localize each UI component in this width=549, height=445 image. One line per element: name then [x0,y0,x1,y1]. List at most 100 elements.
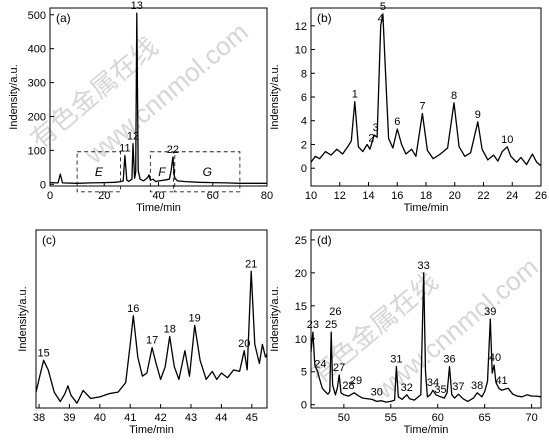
x-tick-label-b: 20 [449,190,461,202]
y-tick-label-a: 500 [28,10,46,22]
peak-label-16: 16 [127,303,139,315]
y-tick-label-a: 0 [40,179,46,191]
panel-d: 50 55 60 65 70 0 5 10 15 20 25 Time/min Indensity/a.… [269,229,542,436]
peak-label-38: 38 [471,380,483,392]
y-tick-label-d: 25 [295,235,307,247]
y-tick-label-d: 15 [295,301,307,313]
y-tick-label-a: 300 [28,78,46,90]
chromatogram-trace-c [35,270,268,404]
peak-label-5: 5 [380,1,386,13]
panel-label-b: (b) [317,11,332,25]
y-tick-label-d: 20 [295,268,307,280]
plot-frame-d [310,229,542,409]
chromatogram-trace-b [310,13,542,167]
watermark-layer: 有色金属在线 www.cnnmol.com 有色金属在线 www.cnnmol.… [25,17,544,406]
peak-label-40: 40 [489,352,501,364]
x-tick-label-a: 80 [261,190,273,202]
peak-label-41: 41 [495,375,507,387]
x-axis-label-d: Time/min [404,424,449,436]
peak-label-21: 21 [245,258,257,270]
x-tick-label-c: 44 [215,412,227,424]
peak-label-18: 18 [164,323,176,335]
y-tick-label-d: 0 [301,400,307,412]
plot-frame-c [35,229,268,409]
y-axis-label-b: Indensity/a.u. [269,64,281,129]
region-label-e: E [95,165,104,179]
peak-label-1: 1 [352,89,358,101]
peak-label-17: 17 [146,335,158,347]
peak-label-6: 6 [394,116,400,128]
y-tick-label-b: 8 [301,68,307,80]
x-tick-label-b: 24 [506,190,518,202]
panel-c: 38 39 40 41 42 43 44 45 Time/min Indensity/a.u. (c… [17,229,268,436]
y-axis-label-a: Indensity/a.u. [8,64,20,129]
x-tick-label-c: 40 [94,412,106,424]
peak-label-35: 35 [434,384,446,396]
y-tick-label-d: 10 [295,334,307,346]
y-axis-label-c: Indensity/a.u. [17,286,29,351]
x-axis-label-b: Time/min [404,202,449,214]
y-tick-label-b: 10 [295,45,307,57]
region-label-f: F [158,165,166,179]
x-tick-label-b: 26 [535,190,547,202]
peak-label-20: 20 [238,338,250,350]
peak-label-31: 31 [390,353,402,365]
x-tick-label-b: 10 [305,190,317,202]
x-tick-label-a: 40 [152,190,164,202]
y-tick-label-b: 2 [301,139,307,151]
x-tick-label-c: 38 [33,412,45,424]
panel-a: 0 20 40 60 80 0 100 200 300 400 500 Time/min Indensi… [8,0,273,214]
y-tick-label-a: 400 [28,44,46,56]
peak-label-19: 19 [189,312,201,324]
y-tick-label-b: 4 [301,116,307,128]
x-tick-label-d: 60 [432,412,444,424]
x-tick-label-b: 16 [391,190,403,202]
peak-label-23: 23 [307,319,319,331]
peak-label-29: 29 [350,375,362,387]
x-axis-label-a: Time/min [136,202,181,214]
peak-label-36: 36 [443,353,455,365]
peak-label-4: 4 [378,13,384,25]
x-tick-label-a: 20 [98,190,110,202]
peak-label-39: 39 [484,306,496,318]
peak-label-8: 8 [451,90,457,102]
y-tick-label-d: 5 [301,367,307,379]
y-tick-label-a: 100 [28,145,46,157]
peak-label-26: 26 [329,306,341,318]
x-axis-label-c: Time/min [129,424,174,436]
peak-label-33: 33 [418,260,430,272]
x-tick-label-b: 12 [334,190,346,202]
x-tick-label-a: 0 [47,190,53,202]
panel-label-a: (a) [56,11,71,25]
peak-label-3: 3 [373,122,379,134]
x-tick-label-d: 55 [385,412,397,424]
peak-label-25: 25 [325,319,337,331]
peak-label-32: 32 [401,382,413,394]
peak-label-15: 15 [37,347,49,359]
x-tick-label-d: 50 [338,412,350,424]
peak-label-2: 2 [368,133,374,145]
chromatogram-trace-a [49,12,267,184]
peak-label-24: 24 [314,359,326,371]
y-axis-label-d: Indensity/a.u. [269,286,281,351]
peak-label-30: 30 [371,386,383,398]
x-tick-label-c: 45 [246,412,258,424]
peak-label-9: 9 [475,109,481,121]
peak-label-37: 37 [452,381,464,393]
x-tick-label-a: 60 [207,190,219,202]
x-tick-label-c: 39 [63,412,75,424]
region-box-g [174,151,241,193]
peak-label-13: 13 [131,0,143,12]
chromatogram-trace-d [310,272,542,403]
y-tick-label-b: 12 [295,21,307,33]
region-box-e [76,151,121,193]
peak-label-7: 7 [419,101,425,113]
x-tick-label-d: 65 [479,412,491,424]
x-tick-label-c: 41 [124,412,136,424]
x-tick-label-b: 14 [362,190,374,202]
peak-label-27: 27 [333,362,345,374]
y-tick-label-b: 6 [301,92,307,104]
plot-frame-b [310,7,542,187]
peak-label-28: 28 [342,380,354,392]
